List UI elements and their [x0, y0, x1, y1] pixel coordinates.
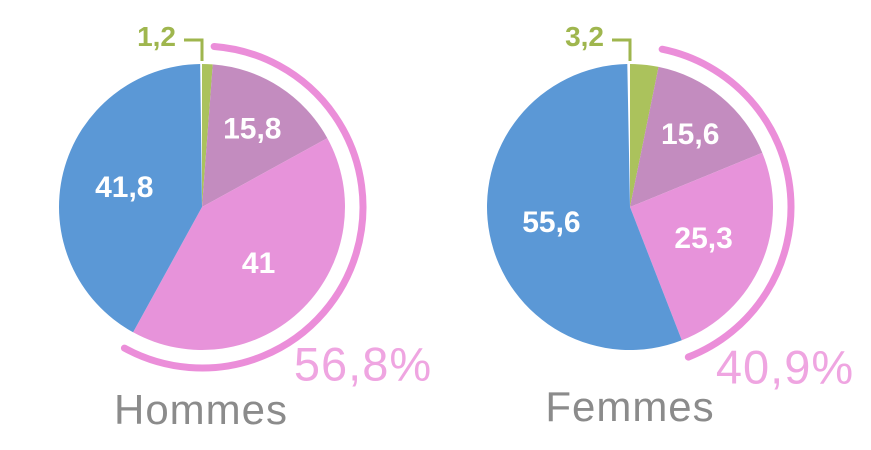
- slice-value-label: 55,6: [522, 206, 580, 239]
- pie-slice-pink: [133, 138, 345, 350]
- slice-value-label: 41,8: [95, 171, 153, 204]
- pie-slice-green: [630, 64, 659, 207]
- arc-percentage-label: 56,8%: [293, 337, 433, 391]
- pie-chart-femmes: 3,2 15,6 25,3 55,6: [487, 21, 795, 361]
- slice-value-label: 15,8: [223, 112, 281, 145]
- callout-value-label: 1,2: [137, 21, 176, 52]
- pie-slice-blue: [487, 64, 682, 351]
- pie-slice-blue: [59, 64, 202, 333]
- pie-slice-mauve: [202, 64, 328, 207]
- arc-percentage-label: 40,9%: [715, 340, 855, 394]
- chart-femmes: 3,2 15,6 25,3 55,6 40,9% Femmes: [428, 0, 871, 450]
- arc-annotation: [120, 42, 367, 372]
- callout-line: [612, 38, 632, 61]
- chart-title: Hommes: [113, 386, 289, 433]
- chart-title: Femmes: [545, 383, 715, 430]
- chart-hommes: 1,2 15,8 41 41,8 56,8% Hommes: [59, 21, 433, 433]
- callout-value-label: 3,2: [565, 21, 604, 52]
- pie-slice-pink: [630, 152, 774, 341]
- pie-slice-mauve: [630, 66, 763, 207]
- slice-value-label: 15,6: [661, 118, 719, 151]
- callout-line: [184, 38, 204, 61]
- pie-slice-green: [202, 64, 213, 207]
- slice-value-label: 41: [242, 247, 275, 280]
- arc-annotation: [658, 45, 795, 361]
- slice-value-label: 25,3: [674, 222, 732, 255]
- pie-chart-hommes: 1,2 15,8 41 41,8: [59, 21, 367, 372]
